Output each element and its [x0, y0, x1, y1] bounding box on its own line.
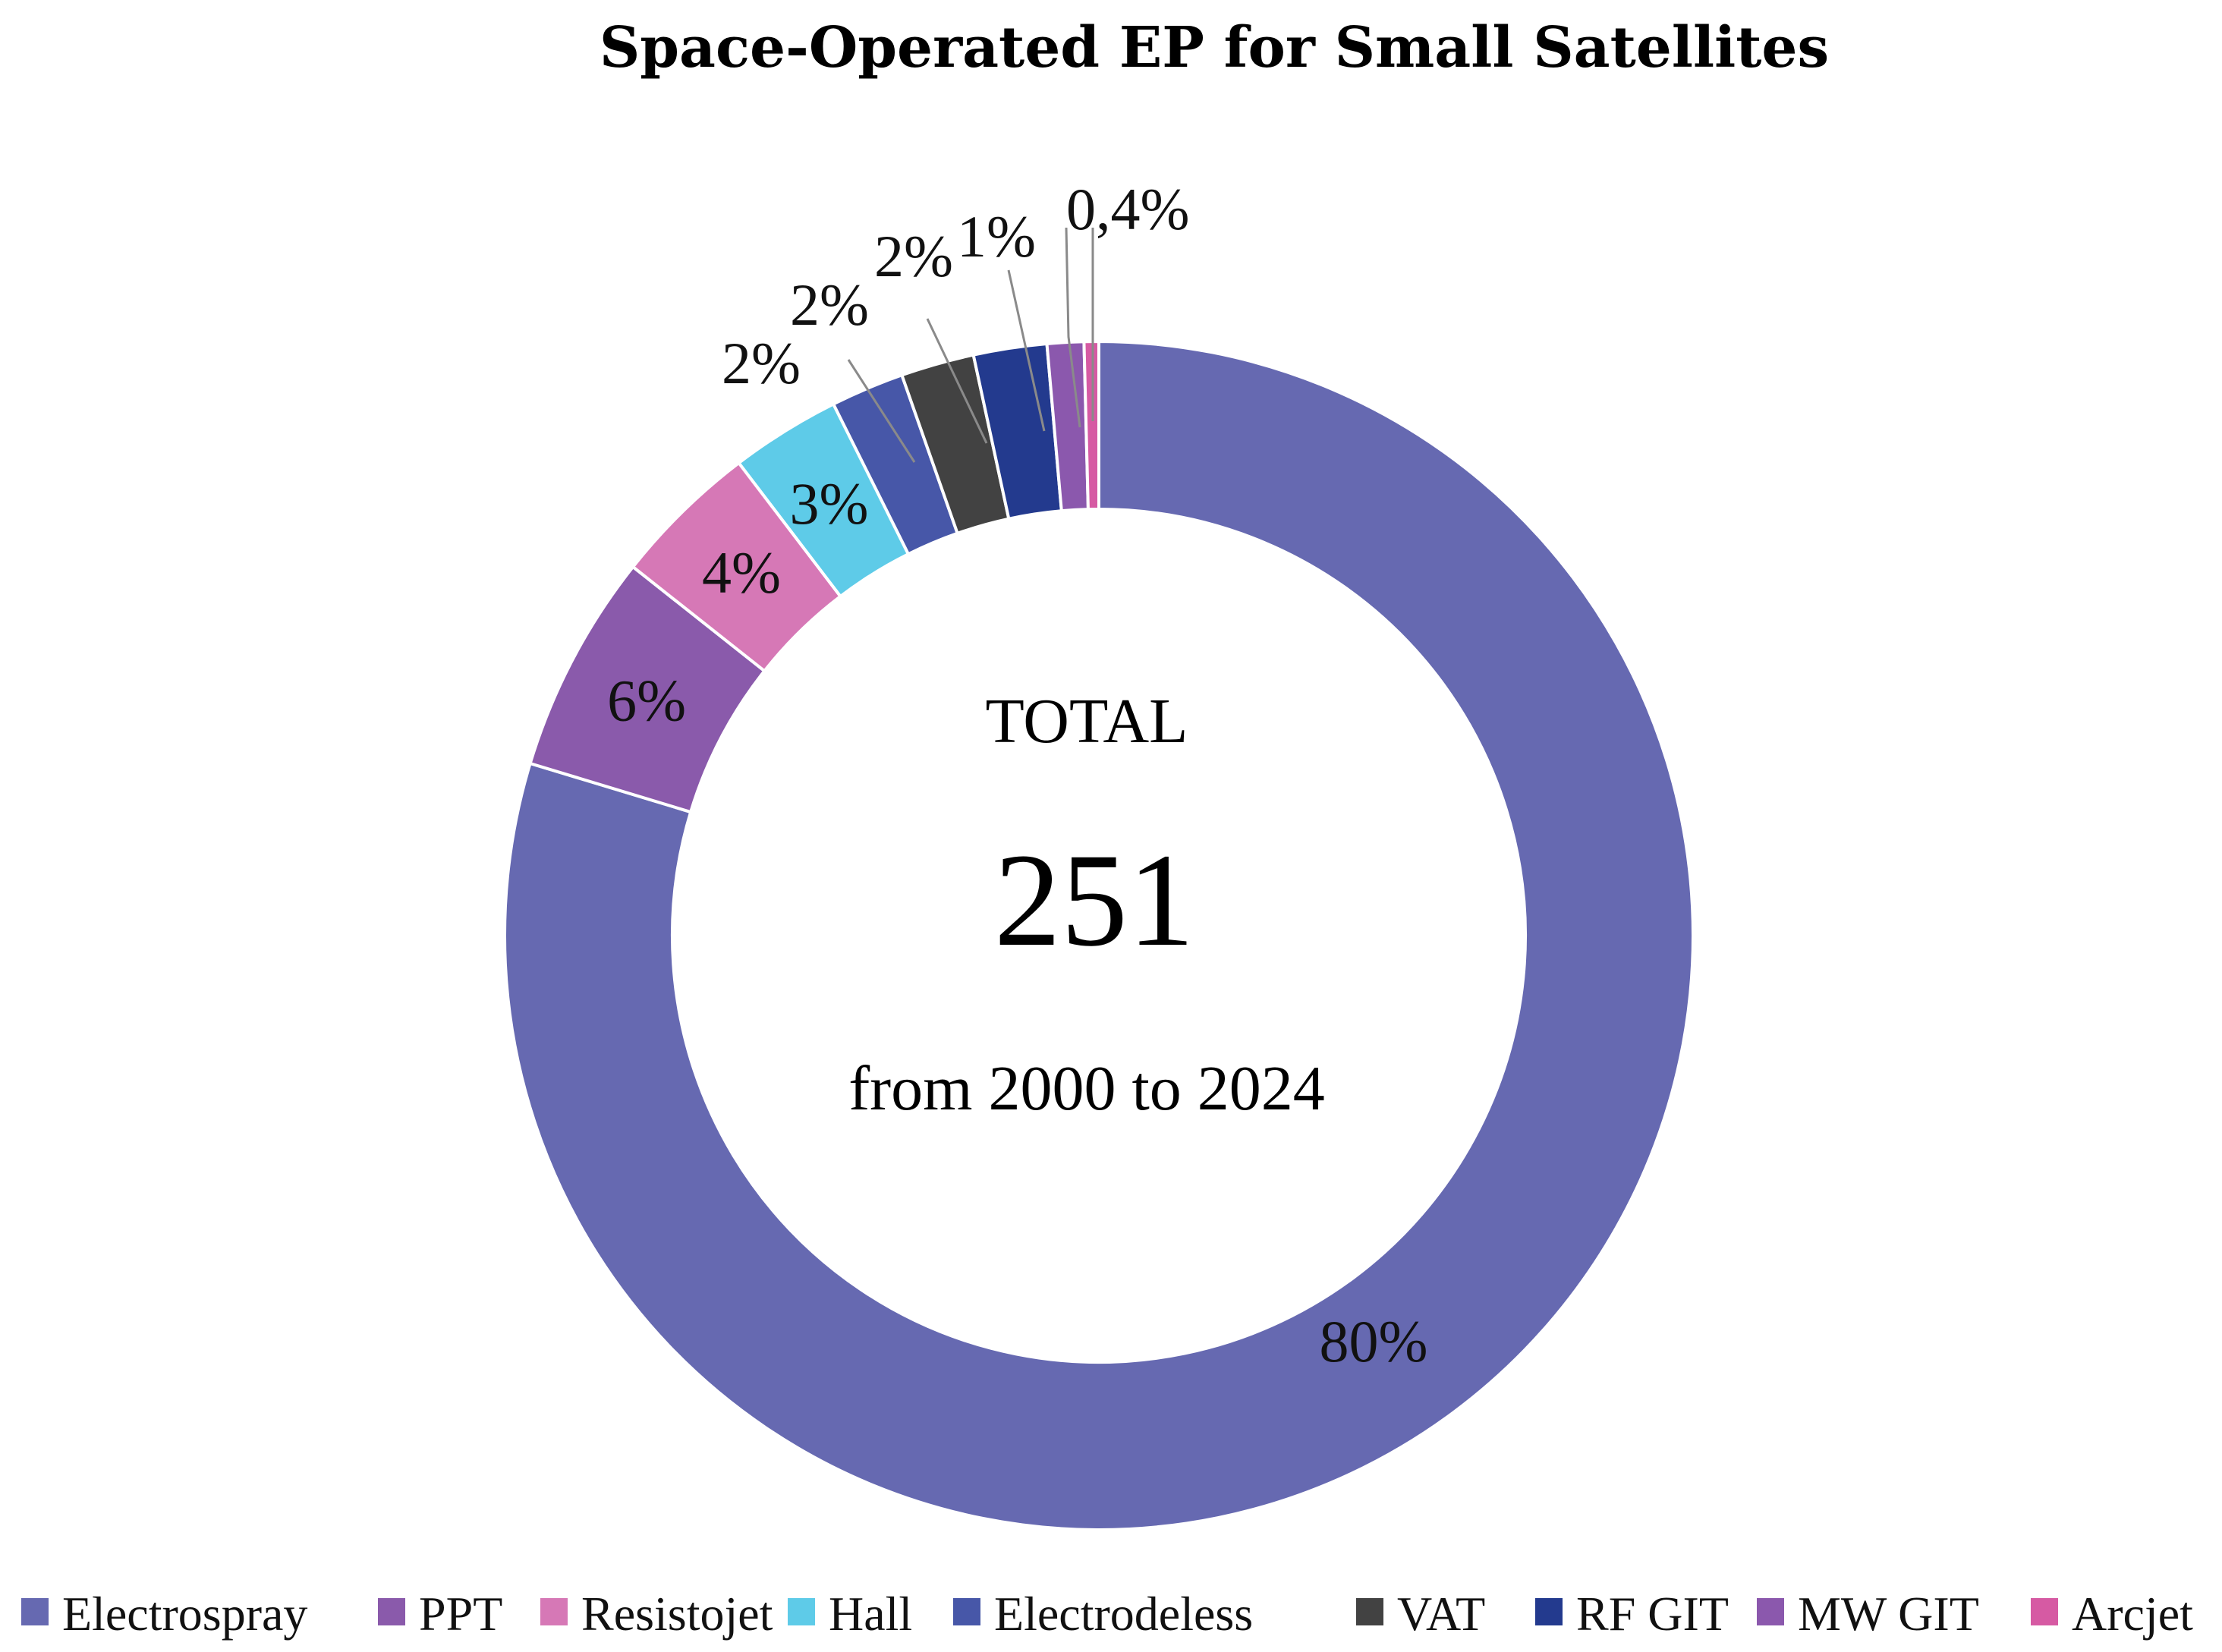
leader-line-electrodeless — [847, 359, 916, 463]
legend-label-rf-git: RF GIT — [1576, 1587, 1729, 1641]
data-label-resistojet: 4% — [702, 540, 781, 606]
legend-label-electrospray: Electrospray — [62, 1587, 307, 1641]
data-label-electrodeless: 2% — [722, 330, 801, 396]
legend-swatch-arcjet — [2031, 1598, 2058, 1625]
legend-swatch-resistojet — [540, 1598, 568, 1625]
leader-lines — [847, 227, 1094, 463]
leader-line-vat — [926, 318, 988, 444]
legend-swatch-vat — [1356, 1598, 1383, 1625]
legend-swatch-hall — [788, 1598, 815, 1625]
leader-line-rf-git — [1007, 269, 1046, 432]
data-label-rf-git: 2% — [874, 223, 953, 289]
legend-item-mw-git: MW GIT — [1757, 1587, 1979, 1641]
legend-label-arcjet: Arcjet — [2072, 1587, 2193, 1641]
center-period-text: from 2000 to 2024 — [848, 1053, 1325, 1124]
leader-line-mw-git — [1065, 227, 1081, 428]
legend-label-electrodeless: Electrodeless — [994, 1587, 1253, 1641]
legend-swatch-electrospray — [21, 1598, 49, 1625]
slice-electrospray — [503, 339, 1695, 1531]
slice-arcjet — [1082, 339, 1100, 511]
data-label-hall: 3% — [790, 470, 869, 537]
legend-label-ppt: PPT — [419, 1587, 502, 1641]
legend-item-ppt: PPT — [378, 1587, 502, 1641]
legend-item-rf-git: RF GIT — [1535, 1587, 1729, 1641]
data-label-electrospray: 80% — [1320, 1308, 1428, 1374]
center-total-value: 251 — [994, 826, 1194, 974]
data-label-arcjet: 0,4% — [1066, 176, 1189, 242]
legend-swatch-ppt — [378, 1598, 405, 1625]
legend-swatch-rf-git — [1535, 1598, 1563, 1625]
chart-title: Space-Operated EP for Small Satellites — [600, 15, 1829, 80]
legend-label-vat: VAT — [1397, 1587, 1485, 1641]
legend-swatch-mw-git — [1757, 1598, 1784, 1625]
legend-label-mw-git: MW GIT — [1798, 1587, 1979, 1641]
legend: Electrospray PPT Resistojet Hall Electrodele… — [21, 1587, 2193, 1641]
slice-labels: 80%6%4%3%2%2%2% 1% 0,4% — [607, 176, 1427, 1374]
data-label-vat: 2% — [790, 272, 869, 338]
center-total-label: TOTAL — [985, 686, 1188, 757]
legend-item-electrodeless: Electrodeless — [953, 1587, 1253, 1641]
donut-slices — [503, 339, 1695, 1531]
legend-item-hall: Hall — [788, 1587, 912, 1641]
legend-item-electrospray: Electrospray — [21, 1587, 307, 1641]
legend-item-arcjet: Arcjet — [2031, 1587, 2193, 1641]
data-label-mw-git: 1% — [957, 203, 1036, 269]
data-label-ppt: 6% — [607, 667, 686, 733]
legend-label-hall: Hall — [829, 1587, 912, 1641]
legend-label-resistojet: Resistojet — [581, 1587, 773, 1641]
legend-swatch-electrodeless — [953, 1598, 980, 1625]
legend-item-resistojet: Resistojet — [540, 1587, 773, 1641]
legend-item-vat: VAT — [1356, 1587, 1485, 1641]
